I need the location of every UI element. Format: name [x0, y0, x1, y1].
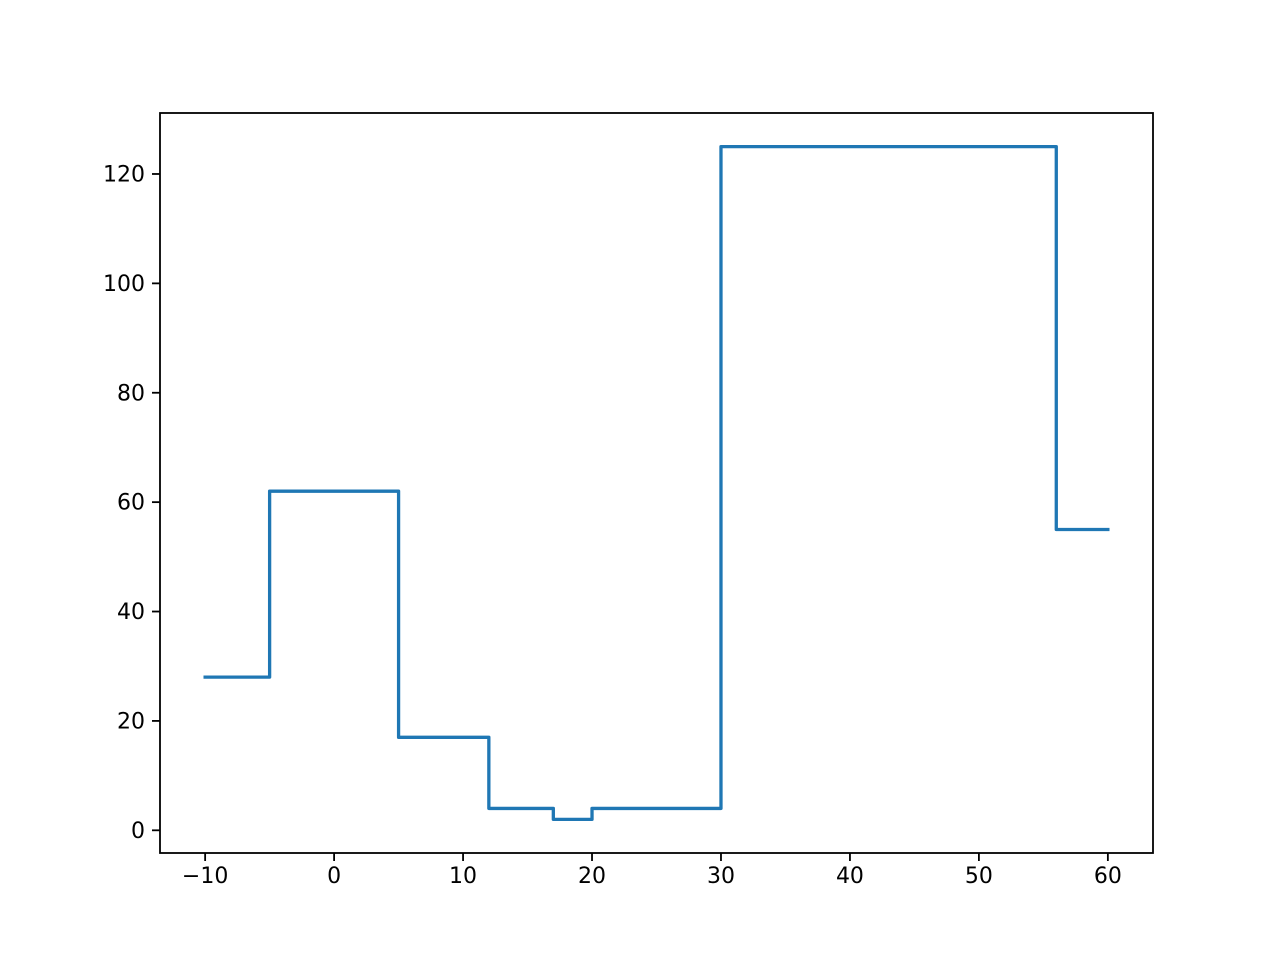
y-tick-label: 0: [131, 819, 145, 844]
x-tick-label: 20: [578, 864, 606, 889]
axes-frame: [159, 112, 1154, 854]
frame-layer: [159, 112, 1154, 854]
x-tick-label: 40: [836, 864, 864, 889]
x-tick-label: −10: [182, 864, 228, 889]
x-tick-label: 50: [965, 864, 993, 889]
x-tick-label: 60: [1094, 864, 1122, 889]
x-tick-label: 10: [449, 864, 477, 889]
y-tick-label: 60: [117, 491, 145, 516]
line-layer: [203, 144, 1110, 822]
ticks-layer: −10 0 10 20 30 40 50 60 0 20 40 60 80 100 120: [103, 162, 1122, 889]
y-tick-label: 100: [103, 272, 145, 297]
x-tick-label: 0: [327, 864, 341, 889]
step-line: [203, 144, 1110, 822]
y-tick-label: 80: [117, 381, 145, 406]
y-tick-label: 40: [117, 600, 145, 625]
x-tick-label: 30: [707, 864, 735, 889]
y-tick-label: 120: [103, 162, 145, 187]
y-tick-label: 20: [117, 709, 145, 734]
